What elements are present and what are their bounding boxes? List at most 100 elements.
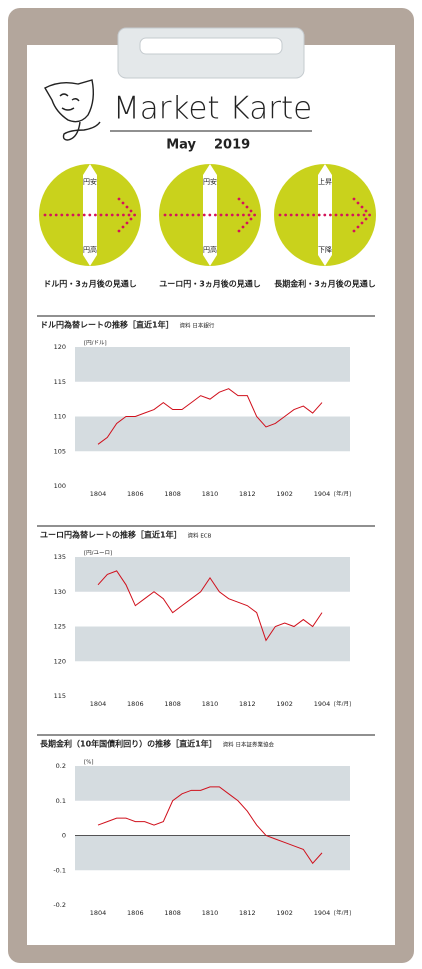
x-tick-label: 1804 xyxy=(90,909,107,917)
outlook-dot xyxy=(116,213,120,217)
chart-source: 資料 ECB xyxy=(188,532,212,540)
outlook-dot xyxy=(174,213,178,217)
outlook-dot xyxy=(357,213,360,217)
outlook-dot xyxy=(301,213,304,217)
outlook-dot xyxy=(43,213,47,217)
outlook-dot xyxy=(125,205,129,209)
outlook-down: 円高 xyxy=(83,245,97,254)
outlook-dot xyxy=(237,197,241,201)
outlook-dot xyxy=(295,213,299,217)
outlook-dot xyxy=(133,213,137,217)
outlook-dot xyxy=(323,213,327,217)
x-tick-label: 1808 xyxy=(164,490,181,498)
x-tick-label: 1806 xyxy=(127,909,144,917)
outlook-dot xyxy=(242,213,245,217)
outlook-dot xyxy=(241,225,245,229)
outlook-dot xyxy=(117,229,121,233)
y-tick-label: 0 xyxy=(62,832,66,840)
data-line xyxy=(97,786,323,865)
y-tick-label: -0.2 xyxy=(53,901,66,909)
outlook-dot xyxy=(345,213,349,217)
chart-source: 資料 日本銀行 xyxy=(180,322,215,330)
x-tick-label: 1810 xyxy=(202,700,219,708)
outlook-dot xyxy=(66,213,69,217)
outlook-dot xyxy=(225,213,229,217)
outlook-dot xyxy=(247,213,251,217)
chart-title: 長期金利（10年国債利回り）の推移［直近1年］ xyxy=(40,739,217,749)
x-tick-label: 1902 xyxy=(276,700,293,708)
outlook-dot xyxy=(110,213,114,217)
chart-title: ユーロ円為替レートの推移［直近1年］ xyxy=(40,530,182,540)
outlook-dot xyxy=(364,209,368,213)
outlook-dot xyxy=(249,217,253,221)
x-tick-label: 1902 xyxy=(276,909,293,917)
x-tick-label: 1804 xyxy=(90,490,107,498)
x-tick-label: 1904 xyxy=(314,909,331,917)
outlook-up: 円安 xyxy=(83,177,97,186)
y-tick-label: 130 xyxy=(54,588,66,596)
y-unit: [円/ユーロ] xyxy=(84,550,112,557)
outlook-dot xyxy=(163,213,167,217)
outlook-dot xyxy=(117,197,121,201)
outlook-dot xyxy=(253,213,256,217)
outlook-dot xyxy=(362,213,366,217)
outlook-dot xyxy=(360,205,364,209)
x-tick-label: 1812 xyxy=(239,490,256,498)
x-unit: [年/月] xyxy=(334,700,351,708)
x-tick-label: 1812 xyxy=(239,909,256,917)
outlook-dot xyxy=(284,213,287,217)
outlook-dot xyxy=(214,213,217,217)
chart-title: ドル円為替レートの推移［直近1年］ xyxy=(40,320,174,330)
y-tick-label: 125 xyxy=(54,623,66,631)
band xyxy=(75,416,350,452)
x-tick-label: 1806 xyxy=(127,490,144,498)
y-unit: [円/ドル] xyxy=(84,340,107,347)
outlook-down: 下降 xyxy=(318,245,332,254)
outlook-dot xyxy=(334,213,338,217)
outlook-dot xyxy=(127,213,131,217)
x-unit: [年/月] xyxy=(334,490,351,498)
outlook-dot xyxy=(340,213,343,217)
y-tick-label: 135 xyxy=(54,553,66,561)
outlook-dot xyxy=(306,213,310,217)
outlook-dot xyxy=(245,221,249,225)
data-line xyxy=(97,570,323,642)
outlook-dot xyxy=(351,213,355,217)
x-tick-label: 1806 xyxy=(127,700,144,708)
outlook-dot xyxy=(105,213,108,217)
outlook-dot xyxy=(129,217,133,221)
outlook-down: 円高 xyxy=(203,245,217,254)
outlook-dot xyxy=(208,213,212,217)
outlook-dot xyxy=(60,213,64,217)
x-tick-label: 1902 xyxy=(276,490,293,498)
outlook-dot xyxy=(329,213,332,217)
band xyxy=(75,347,350,382)
y-tick-label: 0.2 xyxy=(56,762,66,770)
outlook-dot xyxy=(186,213,189,217)
outlook-dot xyxy=(312,213,315,217)
outlook-dot xyxy=(202,213,206,217)
outlook-dot xyxy=(364,217,368,221)
outlook-dot xyxy=(54,213,58,217)
outlook-dot xyxy=(356,201,360,205)
outlook-dot xyxy=(169,213,173,217)
y-tick-label: 115 xyxy=(54,378,66,386)
outlook-dot xyxy=(236,213,240,217)
outlook-dot xyxy=(237,229,241,233)
y-tick-label: 0.1 xyxy=(56,797,66,805)
title: Market Karte xyxy=(113,91,312,127)
outlook-dot xyxy=(289,213,293,217)
outlook-dot xyxy=(191,213,195,217)
logo-icon xyxy=(44,79,101,141)
band xyxy=(75,835,350,871)
y-tick-label: 105 xyxy=(54,447,66,455)
outlook-dot xyxy=(77,213,80,217)
band xyxy=(75,626,350,662)
outlook-dot xyxy=(356,225,360,229)
x-tick-label: 1808 xyxy=(164,700,181,708)
outlook-caption: ドル円・3ヵ月後の見通し xyxy=(43,279,137,289)
outlook-caption: 長期金利・3ヵ月後の見通し xyxy=(274,279,376,289)
outlook-dot xyxy=(125,221,129,225)
y-tick-label: 110 xyxy=(54,413,66,421)
